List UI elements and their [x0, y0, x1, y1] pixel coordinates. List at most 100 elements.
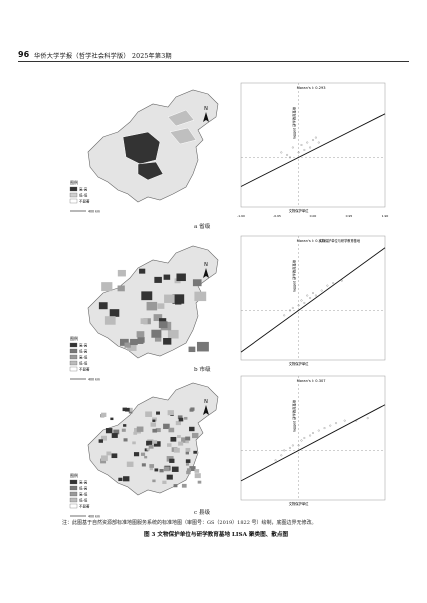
- map-unit: [127, 407, 133, 412]
- legend-swatch: [69, 342, 78, 348]
- data-point: [303, 437, 306, 439]
- map-unit: [154, 336, 162, 342]
- data-point: [289, 309, 291, 312]
- data-point: [274, 459, 277, 462]
- y-axis-label: lagged 研学教育基地: [292, 399, 297, 432]
- svg-text:N: N: [204, 399, 208, 405]
- map-unit: [178, 417, 184, 422]
- map-unit: [170, 436, 177, 442]
- scale-label: 400 km: [88, 210, 100, 214]
- map-unit: [136, 331, 145, 338]
- lisa-map-municipal: N 图例 高-高 低-高 高-低 低-低 不显著 400 km: [68, 238, 230, 388]
- cluster-low-low: [169, 127, 197, 145]
- legend-label: 高-高: [79, 187, 88, 192]
- map-unit: [194, 291, 207, 302]
- map-unit: [146, 301, 158, 311]
- map-unit: [178, 441, 184, 446]
- map-unit: [194, 473, 201, 479]
- map-unit: [163, 338, 172, 345]
- legend-swatch: [69, 491, 78, 497]
- map-unit: [189, 408, 194, 412]
- data-point: [280, 151, 283, 154]
- map-unit: [158, 321, 168, 329]
- data-point: [335, 422, 337, 425]
- map-unit: [153, 314, 163, 322]
- map-unit: [144, 448, 149, 452]
- x-axis-label: 文物保护单位: [289, 361, 309, 366]
- map-unit: [139, 268, 146, 274]
- data-point: [314, 136, 317, 139]
- map-unit: [149, 464, 155, 468]
- svg-text:N: N: [204, 106, 208, 112]
- map-unit: [173, 447, 180, 453]
- data-point: [289, 446, 291, 449]
- scale-label: 400 km: [88, 378, 100, 382]
- map-unit: [176, 273, 186, 282]
- lisa-map-county: N 图例 高-高 低-高 高-低 低-低 不显著 400 km: [68, 375, 230, 525]
- legend-swatch: [69, 479, 78, 485]
- map-unit: [149, 467, 154, 471]
- map-unit: [123, 424, 127, 427]
- map-body: [87, 245, 219, 359]
- map-unit: [146, 440, 153, 446]
- legend-title: 图例: [70, 179, 78, 185]
- svg-text:N: N: [204, 262, 208, 268]
- map-unit: [154, 276, 162, 283]
- legend-swatch: [69, 366, 78, 372]
- map-unit: [175, 299, 182, 305]
- data-point: [312, 292, 314, 294]
- north-arrow-icon: N: [203, 106, 209, 122]
- map-unit: [117, 269, 126, 277]
- panel-caption-a: a 省级: [194, 224, 211, 230]
- map-unit: [105, 428, 113, 434]
- legend-label: 低-低: [79, 498, 88, 503]
- map-unit: [181, 483, 187, 488]
- map-unit: [154, 468, 159, 472]
- map-unit: [185, 436, 191, 441]
- scatter-subtitle: 文物保护单位与研学教育基地: [319, 238, 361, 243]
- map-unit: [172, 294, 185, 304]
- scatter-plot-county: Moran's I: 0.307 文物保护单位 lagged 研学教育基地: [233, 368, 393, 513]
- y-axis-label: lagged 研学教育基地: [292, 259, 297, 292]
- map-unit: [175, 420, 181, 426]
- plot-area: [240, 82, 386, 208]
- map-unit: [130, 338, 138, 346]
- scatter-title: Moran's I: 0.293: [297, 86, 326, 90]
- map-unit: [159, 469, 164, 473]
- legend-swatch: [69, 192, 78, 198]
- data-point: [280, 454, 283, 457]
- plot-area: [240, 235, 386, 361]
- page-number: 96: [18, 50, 30, 59]
- legend-swatch: [69, 198, 78, 204]
- map-unit: [148, 444, 154, 449]
- data-point: [291, 306, 294, 309]
- map-unit: [140, 318, 148, 324]
- map-unit: [125, 407, 130, 412]
- map-unit: [189, 466, 196, 472]
- map-unit: [151, 329, 162, 338]
- map-unit: [101, 412, 107, 417]
- map-unit: [98, 439, 103, 443]
- map-unit: [123, 476, 130, 482]
- fit-line: [240, 404, 386, 482]
- map-unit: [162, 480, 167, 484]
- scatter-title: Moran's I: 0.307: [297, 379, 326, 383]
- map-unit: [152, 419, 156, 422]
- page-header: 96 华侨大学学报（哲学社会科学版） 2025年第3期: [18, 50, 413, 64]
- north-arrow-icon: N: [203, 399, 209, 415]
- map-unit: [168, 427, 175, 433]
- figure-title: 图 3 文物保护单位与研学教育基地 LISA 聚类图、散点图: [143, 532, 289, 538]
- legend-label: 高-低: [79, 355, 88, 360]
- data-point: [291, 146, 294, 149]
- map-unit: [133, 452, 140, 457]
- panel-caption-c: c 县级: [194, 510, 211, 516]
- y-axis-label: lagged 研学教育基地: [292, 106, 297, 139]
- map-unit: [163, 274, 171, 280]
- map-unit: [110, 417, 114, 421]
- map-unit: [163, 466, 170, 472]
- data-point: [283, 449, 286, 452]
- map-unit: [120, 338, 129, 346]
